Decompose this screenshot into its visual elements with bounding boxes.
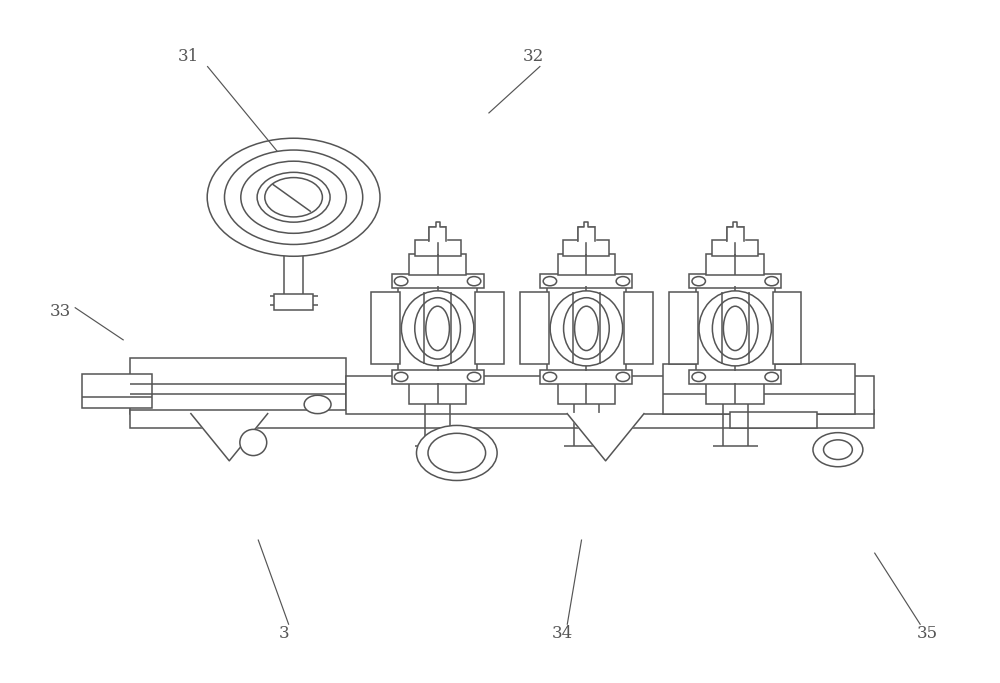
Circle shape xyxy=(265,178,322,217)
Circle shape xyxy=(394,372,408,382)
Bar xyxy=(415,240,461,255)
Circle shape xyxy=(824,440,852,460)
Polygon shape xyxy=(429,221,446,241)
Bar xyxy=(712,240,758,255)
Bar xyxy=(563,240,609,255)
Text: 35: 35 xyxy=(917,625,938,642)
Text: 33: 33 xyxy=(50,303,71,320)
Ellipse shape xyxy=(415,298,460,359)
Bar xyxy=(392,370,484,384)
Text: 32: 32 xyxy=(523,48,544,65)
Circle shape xyxy=(813,432,863,466)
Circle shape xyxy=(467,372,481,382)
Ellipse shape xyxy=(699,291,771,366)
Bar xyxy=(689,370,781,384)
Circle shape xyxy=(543,372,557,382)
Bar xyxy=(520,292,549,365)
Bar xyxy=(371,292,400,365)
Ellipse shape xyxy=(712,298,758,359)
Bar xyxy=(578,227,595,241)
Bar xyxy=(624,292,653,365)
Bar xyxy=(540,274,632,288)
Circle shape xyxy=(543,277,557,285)
Bar xyxy=(663,365,855,414)
Bar xyxy=(392,274,484,288)
Bar xyxy=(730,412,817,428)
Bar xyxy=(727,227,744,241)
Circle shape xyxy=(765,277,778,285)
Text: 31: 31 xyxy=(177,48,199,65)
Ellipse shape xyxy=(575,306,598,350)
Bar xyxy=(475,292,504,365)
Bar xyxy=(547,285,626,371)
Bar xyxy=(398,285,477,371)
Polygon shape xyxy=(727,221,744,241)
Bar xyxy=(82,374,152,408)
Text: 34: 34 xyxy=(552,625,573,642)
Circle shape xyxy=(765,372,778,382)
Bar xyxy=(130,358,346,414)
Bar xyxy=(558,382,615,404)
Bar xyxy=(409,254,466,275)
Bar xyxy=(706,382,764,404)
Circle shape xyxy=(467,277,481,285)
Bar xyxy=(706,254,764,275)
Ellipse shape xyxy=(426,306,449,350)
Bar xyxy=(409,382,466,404)
Circle shape xyxy=(304,395,331,414)
Circle shape xyxy=(692,277,705,285)
Bar xyxy=(773,292,801,365)
Bar xyxy=(130,410,874,428)
Ellipse shape xyxy=(723,306,747,350)
Polygon shape xyxy=(578,221,595,241)
Ellipse shape xyxy=(401,291,474,366)
Bar xyxy=(696,285,775,371)
Circle shape xyxy=(692,372,705,382)
Bar xyxy=(346,376,874,414)
Text: 3: 3 xyxy=(279,625,289,642)
Bar xyxy=(540,370,632,384)
Circle shape xyxy=(428,433,486,473)
Circle shape xyxy=(616,372,630,382)
Bar xyxy=(689,274,781,288)
Ellipse shape xyxy=(564,298,609,359)
Polygon shape xyxy=(567,414,644,461)
Polygon shape xyxy=(191,414,268,461)
Bar xyxy=(274,294,313,310)
Bar xyxy=(558,254,615,275)
Circle shape xyxy=(416,426,497,481)
Circle shape xyxy=(616,277,630,285)
Bar xyxy=(669,292,698,365)
Circle shape xyxy=(394,277,408,285)
Ellipse shape xyxy=(240,430,267,456)
Ellipse shape xyxy=(550,291,623,366)
Bar xyxy=(429,227,446,241)
